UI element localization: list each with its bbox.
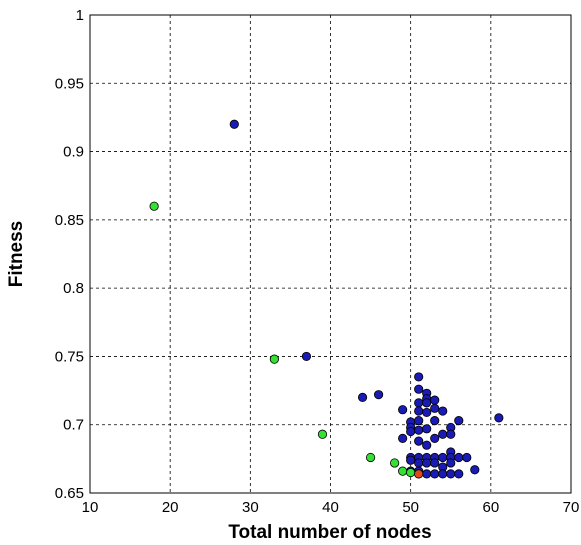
scatter-point: [269, 354, 279, 364]
scatter-point: [494, 413, 504, 423]
x-tick-label: 70: [563, 499, 580, 516]
scatter-point: [422, 458, 432, 468]
x-tick-label: 30: [242, 499, 259, 516]
scatter-point: [422, 440, 432, 450]
scatter-point: [462, 452, 472, 463]
scatter-point: [422, 469, 432, 479]
y-tick-label: 1: [76, 7, 84, 24]
scatter-point: [149, 201, 159, 211]
scatter-point: [414, 436, 424, 446]
grid-lines: [90, 15, 571, 493]
x-axis-label: Total number of nodes: [228, 522, 431, 543]
y-tick-labels: 0.65 0.7 0.75 0.8 0.85 0.9 0.95 1: [55, 7, 84, 502]
scatter-point: [422, 407, 432, 418]
scatter-point: [414, 416, 424, 426]
y-tick-label: 0.95: [55, 75, 84, 92]
scatter-point: [446, 429, 456, 439]
y-tick-label: 0.8: [63, 280, 84, 297]
scatter-point: [414, 425, 424, 435]
y-tick-label: 0.75: [55, 348, 84, 365]
scatter-point: [365, 452, 376, 463]
scatter-point: [301, 351, 312, 362]
scatter-point: [430, 458, 440, 468]
x-tick-label: 50: [402, 499, 419, 516]
scatter-point: [414, 372, 424, 382]
scatter-point: [317, 429, 328, 439]
scatter-point: [406, 467, 416, 478]
scatter-point: [430, 469, 440, 479]
x-tick-label: 60: [482, 499, 499, 516]
scatter-point: [430, 395, 440, 405]
scatter-point: [398, 466, 408, 476]
scatter-point: [454, 416, 464, 426]
y-tick-label: 0.65: [55, 485, 84, 502]
scatter-point: [422, 424, 432, 434]
scatter-point: [438, 452, 448, 463]
x-tick-label: 10: [82, 499, 99, 516]
x-tick-label: 40: [322, 499, 339, 516]
scatter-point: [398, 433, 408, 443]
scatter-point: [454, 452, 464, 463]
scatter-point: [454, 469, 464, 479]
scatter-point: [446, 458, 456, 468]
scatter-point: [414, 384, 424, 394]
scatter-point: [357, 392, 368, 402]
scatter-point: [406, 455, 416, 465]
scatter-point: [398, 405, 408, 415]
scatter-point: [422, 398, 432, 408]
scatter-point: [390, 458, 400, 468]
plot-frame: [89, 14, 572, 494]
scatter-point: [414, 398, 424, 408]
scatter-point: [430, 433, 440, 443]
scatter-point: [414, 406, 424, 416]
scatter-point: [446, 469, 456, 479]
data-points: [149, 119, 504, 479]
scatter-point: [229, 119, 239, 129]
scatter-point: [414, 458, 424, 468]
scatter-point: [438, 429, 448, 439]
y-tick-label: 0.7: [63, 417, 84, 434]
scatter-point: [406, 426, 416, 437]
x-tick-labels: 10 20 30 40 50 60 70: [82, 499, 580, 516]
scatter-point: [430, 403, 440, 413]
scatter-point: [470, 465, 480, 475]
scatter-point: [438, 469, 448, 479]
y-axis-label: Fitness: [6, 221, 27, 288]
y-tick-label: 0.85: [55, 212, 84, 229]
scatter-point: [430, 416, 440, 426]
x-tick-label: 20: [162, 499, 179, 516]
scatter-point: [438, 406, 448, 416]
y-tick-label: 0.9: [63, 144, 84, 161]
scatter-point: [373, 390, 384, 400]
scatter-point: [414, 469, 424, 479]
